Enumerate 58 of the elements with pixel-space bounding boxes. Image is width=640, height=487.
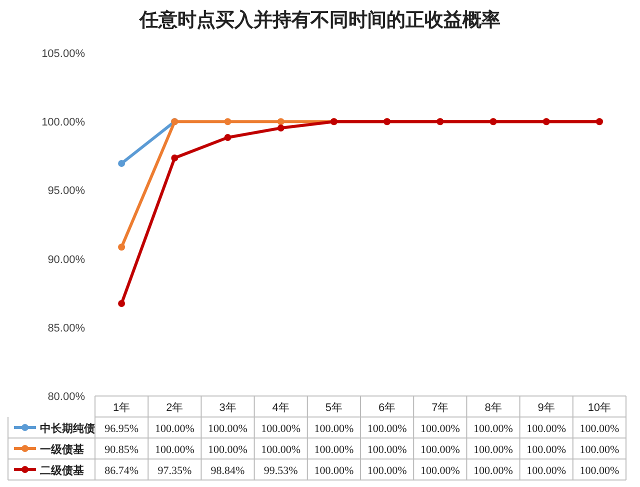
data-label: 97.35% — [158, 465, 192, 477]
data-label: 100.00% — [474, 444, 513, 456]
point — [277, 124, 284, 132]
data-label: 100.00% — [367, 444, 407, 456]
point — [224, 118, 232, 126]
y-tick-label: 100.00% — [42, 116, 86, 129]
data-label: 100.00% — [314, 465, 354, 477]
data-label: 100.00% — [526, 444, 566, 456]
x-tick-label: 3年 — [219, 402, 236, 414]
data-label: 90.85% — [104, 444, 139, 456]
y-tick-label: 80.00% — [48, 391, 86, 403]
data-label: 99.53% — [264, 465, 298, 477]
point — [277, 118, 284, 126]
text: 100.00% — [261, 423, 301, 435]
data-label: 100.00% — [314, 444, 354, 456]
data-label: 100.00% — [154, 423, 194, 435]
point — [118, 244, 126, 251]
point — [224, 134, 232, 142]
chart-title: 任意时点买入并持有不同时间的正收益概率 — [138, 9, 500, 31]
x-tick-label: 8年 — [484, 402, 502, 414]
text: 100.00% — [314, 423, 354, 435]
data-label: 100.00% — [261, 444, 301, 456]
legend-label: 中长期纯债 — [40, 422, 95, 435]
data-label: 100.00% — [526, 465, 566, 477]
data-label: 100.00% — [580, 444, 620, 456]
text: 100.00% — [420, 423, 460, 435]
legend-label: 二级债基 — [40, 464, 84, 477]
x-tick-label: 4年 — [272, 402, 290, 414]
point — [118, 300, 126, 308]
y-tick-label: 85.00% — [48, 322, 86, 334]
data-label: 100.00% — [580, 465, 620, 477]
x-tick-label: 7年 — [432, 402, 449, 414]
text: 100.00% — [526, 423, 566, 435]
x-tick-label: 9年 — [538, 402, 555, 414]
data-label: 100.00% — [208, 444, 248, 456]
legend-label: 一级债基 — [40, 443, 84, 456]
text: 100.00% — [208, 423, 248, 435]
data-label: 100.00% — [420, 465, 460, 477]
data-label: 100.00% — [154, 444, 194, 456]
x-tick-label: 10年 — [588, 402, 612, 414]
data-label: 100.00% — [367, 465, 407, 477]
x-tick-label: 6年 — [378, 402, 396, 414]
y-tick-label: 90.00% — [48, 254, 86, 266]
data-label: 96.95% — [104, 423, 139, 435]
x-tick-label: 2年 — [166, 402, 184, 414]
data-label: 100.00% — [420, 444, 460, 456]
text: 100.00% — [580, 423, 620, 435]
text: 100.00% — [367, 423, 407, 435]
data-label: 98.84% — [210, 465, 245, 477]
x-tick-label: 5年 — [325, 402, 343, 414]
data-label: 86.74% — [104, 465, 139, 477]
data-label: 100.00% — [474, 465, 513, 477]
point — [171, 154, 178, 162]
x-tick-label: 1年 — [112, 402, 130, 414]
y-tick-label: 95.00% — [48, 185, 86, 198]
y-tick-label: 105.00% — [42, 48, 86, 60]
point — [118, 160, 126, 167]
text: 100.00% — [474, 423, 513, 435]
